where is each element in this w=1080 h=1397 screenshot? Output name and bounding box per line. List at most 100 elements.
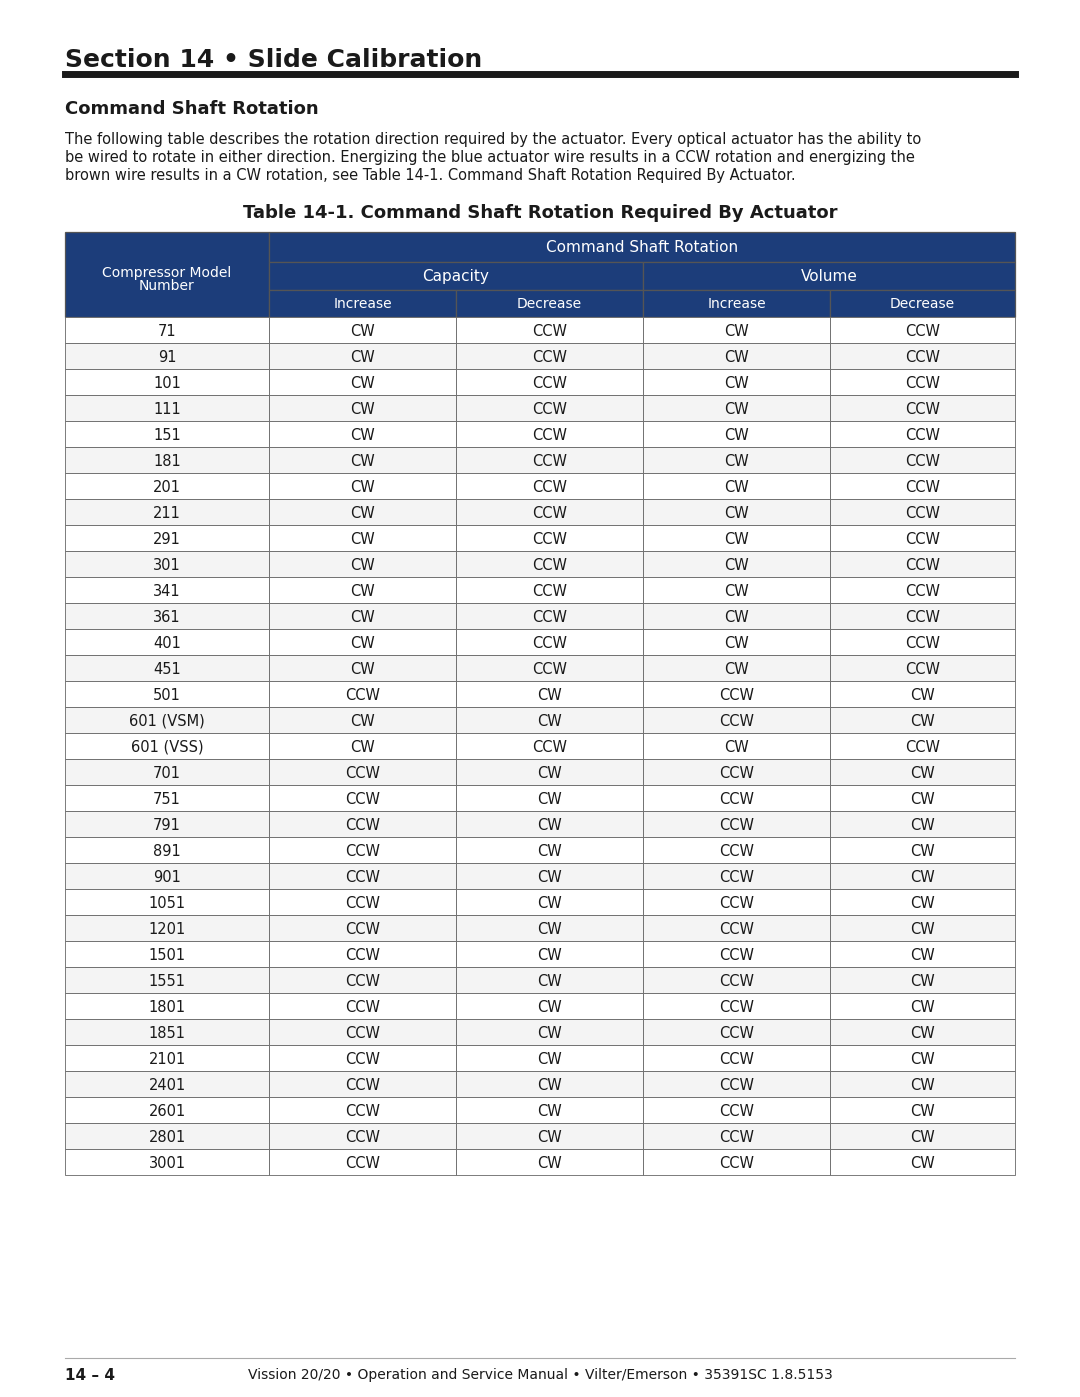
Text: CCW: CCW [345, 687, 380, 703]
Text: Decrease: Decrease [517, 296, 582, 310]
Text: CCW: CCW [532, 636, 567, 651]
Bar [456, 474, 643, 499]
Bar [65, 915, 269, 942]
Text: CW: CW [350, 636, 375, 651]
Text: CCW: CCW [345, 1130, 380, 1144]
Bar [456, 420, 643, 447]
Bar [456, 863, 643, 888]
Text: CW: CW [724, 401, 748, 416]
Bar [456, 967, 643, 993]
Bar [65, 1045, 269, 1071]
Text: CCW: CCW [532, 739, 567, 754]
Bar [456, 707, 643, 733]
Text: CW: CW [910, 687, 935, 703]
Bar [269, 785, 456, 812]
Text: 361: 361 [153, 609, 180, 624]
Bar [269, 1123, 456, 1148]
Bar [831, 655, 1015, 680]
Bar [65, 499, 269, 525]
Text: CW: CW [350, 662, 375, 676]
Text: CCW: CCW [532, 454, 567, 468]
Text: 2401: 2401 [148, 1077, 186, 1092]
Bar [643, 447, 831, 474]
Bar [643, 785, 831, 812]
Bar [456, 499, 643, 525]
Text: CW: CW [350, 454, 375, 468]
Bar [831, 604, 1015, 629]
Bar [456, 291, 643, 317]
Text: CCW: CCW [719, 792, 754, 806]
Bar [831, 915, 1015, 942]
Bar [65, 1071, 269, 1097]
Bar [456, 1045, 643, 1071]
Text: 71: 71 [158, 324, 176, 338]
Text: CCW: CCW [905, 662, 940, 676]
Text: CCW: CCW [345, 1155, 380, 1171]
Bar [269, 420, 456, 447]
Bar [269, 993, 456, 1018]
Text: 1501: 1501 [148, 947, 186, 963]
Bar [65, 474, 269, 499]
Bar [456, 942, 643, 967]
Text: CCW: CCW [532, 427, 567, 443]
Bar [456, 604, 643, 629]
Text: CW: CW [537, 974, 562, 989]
Bar [456, 525, 643, 550]
Bar [65, 733, 269, 759]
Text: CCW: CCW [345, 869, 380, 884]
Bar [65, 395, 269, 420]
Text: CCW: CCW [719, 974, 754, 989]
Bar [643, 317, 831, 344]
Text: CCW: CCW [905, 376, 940, 391]
Text: CW: CW [537, 1052, 562, 1066]
Bar [65, 604, 269, 629]
Text: Compressor Model: Compressor Model [103, 265, 231, 279]
Bar [643, 837, 831, 863]
Text: Volume: Volume [800, 270, 858, 284]
Bar [831, 474, 1015, 499]
Text: Increase: Increase [334, 296, 392, 310]
Text: CW: CW [350, 324, 375, 338]
Text: CCW: CCW [532, 479, 567, 495]
Text: Command Shaft Rotation: Command Shaft Rotation [545, 240, 738, 256]
Text: CW: CW [537, 714, 562, 728]
Text: CCW: CCW [719, 869, 754, 884]
Text: CCW: CCW [532, 609, 567, 624]
Text: 1551: 1551 [149, 974, 186, 989]
Text: 1051: 1051 [148, 895, 186, 911]
Text: CCW: CCW [905, 401, 940, 416]
Text: 1851: 1851 [149, 1025, 186, 1041]
Text: CCW: CCW [719, 1052, 754, 1066]
Bar [831, 1097, 1015, 1123]
Text: CW: CW [724, 454, 748, 468]
Text: 1201: 1201 [148, 922, 186, 936]
Text: CCW: CCW [719, 766, 754, 781]
Text: CW: CW [724, 324, 748, 338]
Text: CW: CW [724, 739, 748, 754]
Bar [831, 1123, 1015, 1148]
Bar [643, 655, 831, 680]
Text: 601 (VSS): 601 (VSS) [131, 739, 203, 754]
Bar [269, 967, 456, 993]
Bar [643, 812, 831, 837]
Text: CW: CW [350, 739, 375, 754]
Text: CCW: CCW [345, 1077, 380, 1092]
Bar [269, 395, 456, 420]
Bar [831, 1071, 1015, 1097]
Bar [269, 1148, 456, 1175]
Bar [643, 344, 831, 369]
Text: CW: CW [350, 531, 375, 546]
Text: CCW: CCW [532, 506, 567, 521]
Bar [831, 888, 1015, 915]
Bar [65, 232, 269, 317]
Bar [269, 291, 456, 317]
Bar [643, 604, 831, 629]
Bar [65, 317, 269, 344]
Bar [456, 812, 643, 837]
Bar [65, 680, 269, 707]
Text: 1801: 1801 [148, 999, 186, 1014]
Bar [65, 525, 269, 550]
Text: CW: CW [350, 584, 375, 598]
Bar [643, 967, 831, 993]
Text: CW: CW [537, 817, 562, 833]
